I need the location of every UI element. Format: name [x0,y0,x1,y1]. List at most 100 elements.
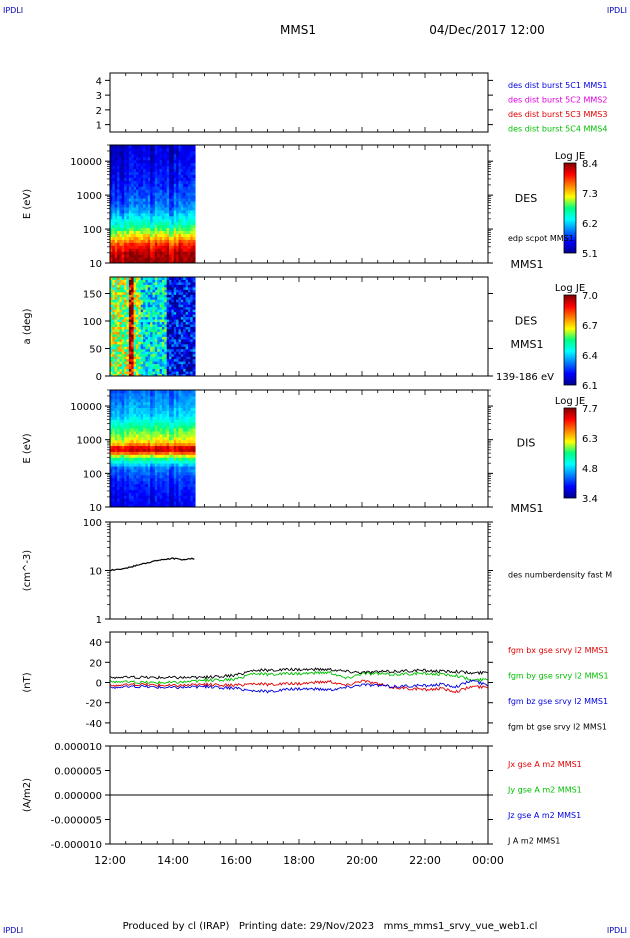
heatmap-cell [112,314,116,318]
heatmap-cell [192,353,196,357]
heatmap-cell [124,343,128,347]
heatmap-cell [180,361,184,365]
heatmap-cell [176,227,180,232]
heatmap-cell [143,230,146,234]
heatmap-cell [178,495,182,499]
heatmap-cell [190,242,194,246]
heatmap-cell [192,331,196,335]
heatmap-cell [166,279,170,283]
heatmap-cell [117,436,120,441]
heatmap-cell [192,204,196,208]
heatmap-cell [140,474,144,479]
heatmap-cell [114,419,118,423]
heatmap-cell [173,368,177,372]
heatmap-cell [176,371,180,375]
heatmap-cell [171,442,175,447]
heatmap-cell [171,251,175,255]
heatmap-cell [164,309,168,313]
heatmap-cell [126,392,130,397]
heatmap-cell [131,198,135,202]
heatmap-cell [185,306,189,310]
heatmap-cell [114,338,118,342]
heatmap-cell [121,348,125,352]
heatmap-cell [173,390,177,394]
heatmap-cell [143,398,146,403]
heatmap-cell [121,206,125,211]
heatmap-cell [178,281,182,285]
heatmap-cell [183,398,187,403]
heatmap-cell [117,395,120,400]
heatmap-cell [114,301,118,305]
heatmap-cell [143,257,146,261]
heatmap-cell [180,363,184,367]
heatmap-cell [176,430,180,435]
heatmap-cell [187,419,191,423]
heatmap-cell [154,304,158,308]
heatmap-cell [126,436,130,441]
heatmap-cell [171,463,175,467]
heatmap-cell [166,492,170,496]
heatmap-cell [145,201,149,205]
heatmap-cell [183,413,187,417]
heatmap-cell [171,306,175,310]
heatmap-cell [166,165,170,170]
heatmap-cell [124,346,128,350]
colorbar-label: 6.1 [582,381,598,392]
heatmap-cell [145,277,149,280]
heatmap-cell [157,180,161,184]
heatmap-cell [152,460,156,464]
heatmap-cell [161,227,165,232]
heatmap-cell [143,358,146,362]
heatmap-cell [124,251,128,255]
heatmap-cell [133,471,137,476]
heatmap-cell [114,356,118,360]
heatmap-cell [133,251,137,255]
heatmap-cell [145,480,149,485]
heatmap-cell [159,294,163,298]
heatmap-cell [159,186,163,190]
heatmap-cell [114,177,118,181]
heatmap-cell [128,183,132,187]
heatmap-cell [176,316,180,320]
heatmap-cell [176,445,180,449]
heatmap-cell [126,442,130,447]
heatmap-cell [114,486,118,490]
heatmap-cell [152,368,156,372]
heatmap-cell [119,254,123,258]
heatmap-cell [173,156,177,161]
heatmap-cell [187,474,191,479]
heatmap-cell [112,439,116,444]
panel-border [109,144,489,264]
heatmap-cell [169,366,172,370]
heatmap-cell [154,296,158,300]
heatmap-cell [145,171,149,175]
heatmap-cell [121,413,125,417]
heatmap-cell [192,180,196,184]
heatmap-cell [147,174,151,178]
heatmap-cell [114,343,118,347]
heatmap-cell [166,233,170,237]
heatmap-cell [135,392,139,397]
heatmap-cell [192,281,196,285]
heatmap-cell [180,442,184,447]
heatmap-cell [110,316,113,320]
heatmap-cell [143,498,146,502]
heatmap-cell [112,171,116,175]
heatmap-cell [164,245,168,249]
heatmap-cell [154,257,158,261]
heatmap-cell [119,156,123,161]
heatmap-cell [138,436,142,441]
heatmap-cell [138,177,142,181]
heatmap-cell [166,277,170,280]
x-tick-label: 22:00 [409,854,441,867]
heatmap-cell [159,433,163,438]
heatmap-cell [117,501,120,505]
heatmap-cell [110,165,113,170]
heatmap-cell [178,336,182,340]
heatmap-cell [124,495,128,499]
heatmap-cell [154,224,158,229]
heatmap-cell [147,153,151,158]
heatmap-cell [119,468,123,473]
heatmap-cell [171,343,175,347]
heatmap-cell [161,442,165,447]
